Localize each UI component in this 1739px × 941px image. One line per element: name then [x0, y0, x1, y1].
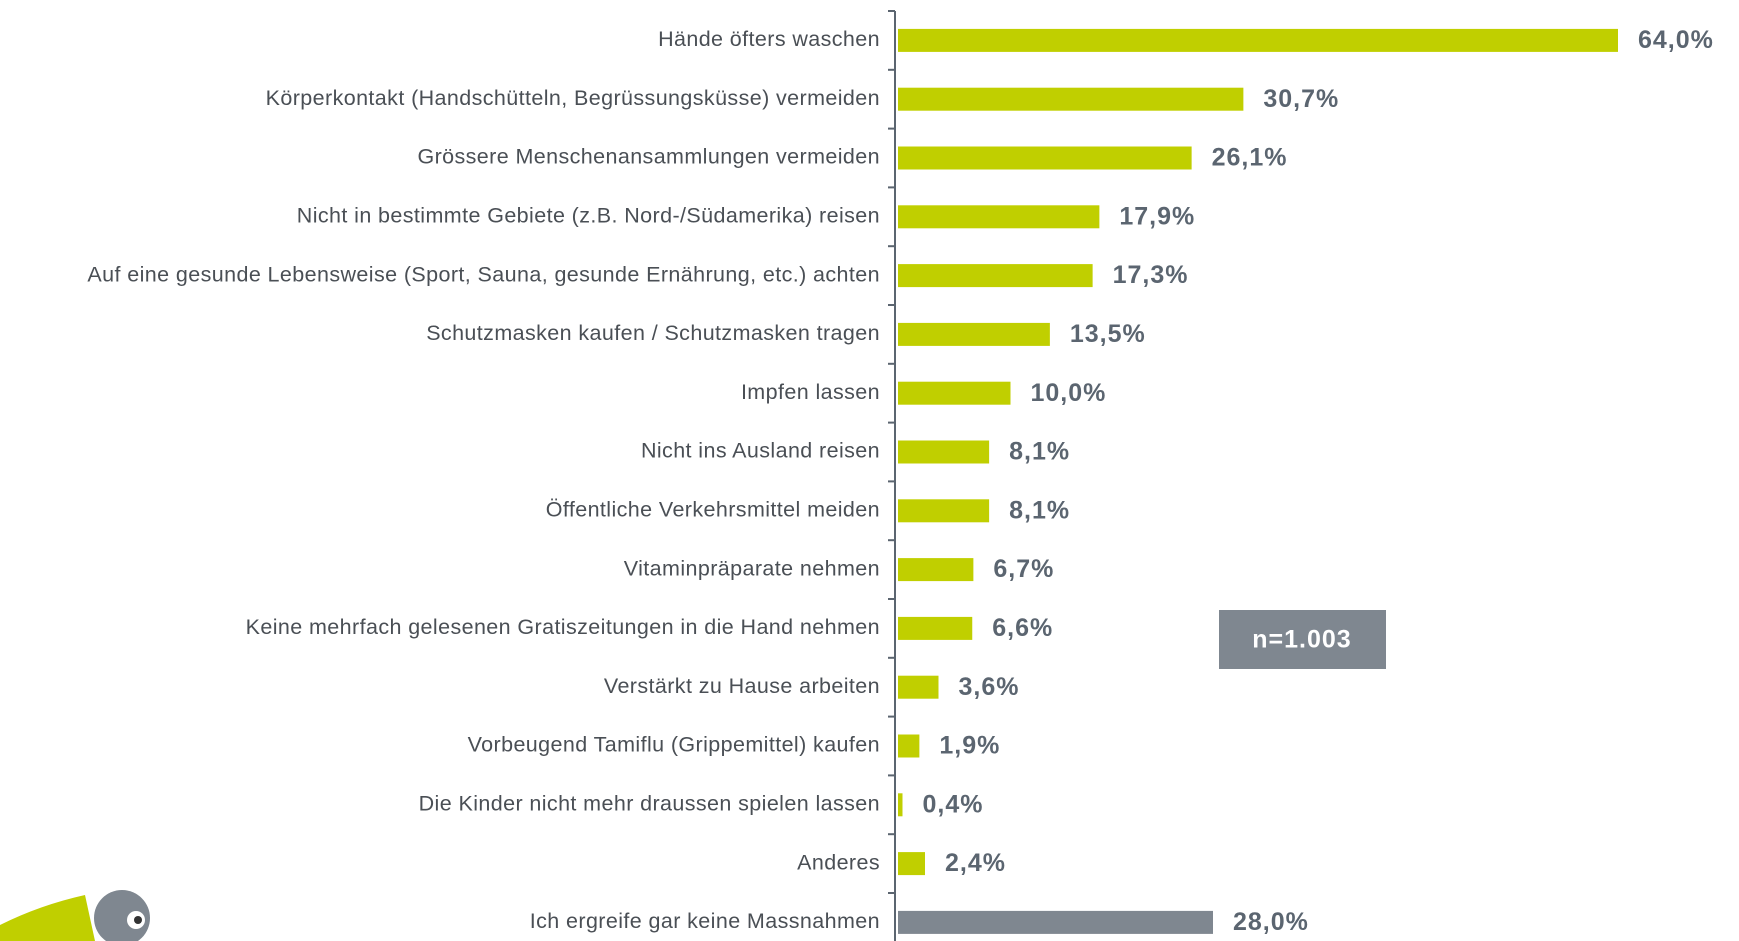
- value-label: 8,1%: [1009, 496, 1070, 524]
- value-label: 64,0%: [1638, 26, 1714, 54]
- category-label: Keine mehrfach gelesenen Gratiszeitungen…: [246, 615, 880, 639]
- bar: [898, 440, 990, 464]
- value-label: 17,3%: [1113, 261, 1189, 289]
- bar: [898, 264, 1093, 288]
- value-label: 2,4%: [945, 849, 1006, 877]
- bar: [898, 146, 1192, 170]
- category-label: Nicht in bestimmte Gebiete (z.B. Nord-/S…: [297, 203, 880, 227]
- bar: [898, 793, 903, 817]
- bar: [898, 852, 925, 876]
- bar: [898, 28, 1618, 52]
- bar: [898, 616, 973, 640]
- note-box: [1219, 610, 1386, 669]
- bar: [898, 675, 939, 699]
- value-label: 17,9%: [1119, 202, 1195, 230]
- category-label: Körperkontakt (Handschütteln, Begrüssung…: [266, 86, 880, 110]
- logo-pupil: [134, 916, 142, 924]
- value-label: 8,1%: [1009, 438, 1070, 466]
- bar: [898, 910, 1213, 934]
- value-label: 6,6%: [992, 614, 1053, 642]
- category-label: Verstärkt zu Hause arbeiten: [604, 674, 880, 698]
- category-label: Hände öfters waschen: [658, 27, 880, 51]
- value-label: 28,0%: [1233, 908, 1309, 936]
- note-text: n=1.003: [1252, 626, 1351, 654]
- logo-shape: [0, 895, 95, 941]
- value-label: 13,5%: [1070, 320, 1146, 348]
- category-label: Nicht ins Ausland reisen: [641, 439, 880, 463]
- category-label: Ich ergreife gar keine Massnahmen: [530, 909, 880, 933]
- bar: [898, 87, 1244, 111]
- category-label: Anderes: [797, 850, 880, 874]
- category-label: Schutzmasken kaufen / Schutzmasken trage…: [426, 321, 880, 345]
- bar: [898, 499, 990, 523]
- logo: [0, 890, 150, 941]
- value-label: 1,9%: [939, 732, 1000, 760]
- bar: [898, 734, 920, 758]
- value-label: 30,7%: [1263, 85, 1339, 113]
- value-label: 3,6%: [959, 673, 1020, 701]
- category-label: Auf eine gesunde Lebensweise (Sport, Sau…: [87, 262, 880, 286]
- bar: [898, 558, 974, 582]
- category-label: Grössere Menschenansammlungen vermeiden: [417, 145, 880, 169]
- category-label: Vitaminpräparate nehmen: [624, 556, 880, 580]
- value-label: 10,0%: [1031, 379, 1107, 407]
- value-label: 0,4%: [923, 790, 984, 818]
- category-label: Öffentliche Verkehrsmittel meiden: [546, 497, 880, 521]
- bar: [898, 381, 1011, 405]
- category-label: Vorbeugend Tamiflu (Grippemittel) kaufen: [468, 733, 880, 757]
- value-label: 26,1%: [1212, 144, 1288, 172]
- category-label: Impfen lassen: [741, 380, 880, 404]
- value-label: 6,7%: [993, 555, 1054, 583]
- category-label: Die Kinder nicht mehr draussen spielen l…: [419, 791, 880, 815]
- bar: [898, 205, 1100, 229]
- bar: [898, 322, 1050, 346]
